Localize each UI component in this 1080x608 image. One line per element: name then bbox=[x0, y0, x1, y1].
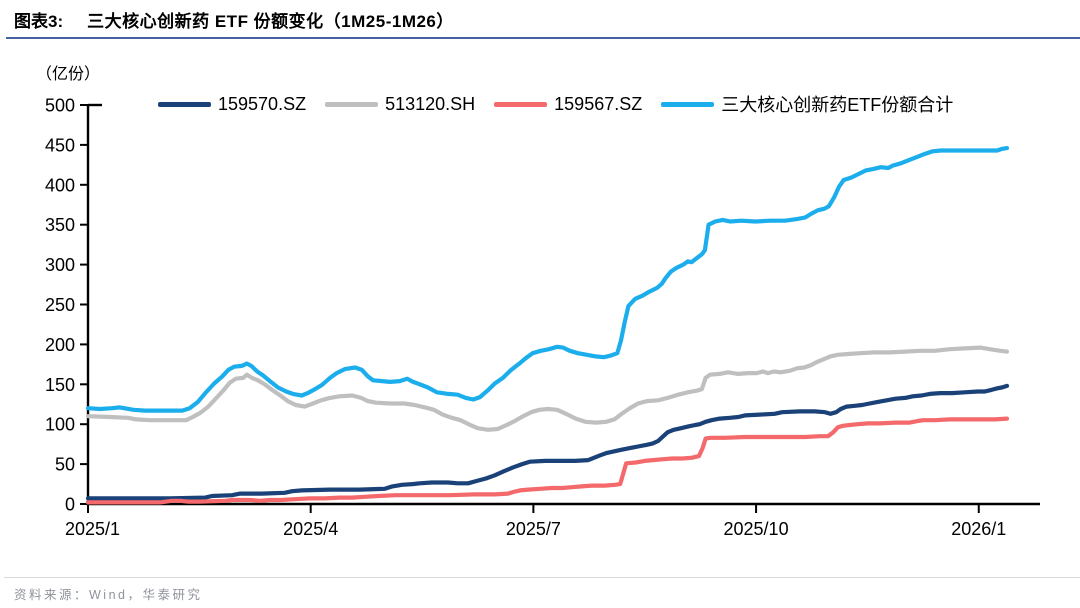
y-tick-label: 300 bbox=[45, 255, 75, 275]
legend-label: 159570.SZ bbox=[218, 93, 307, 114]
y-tick-label: 0 bbox=[65, 495, 75, 515]
figure-number: 图表3: bbox=[14, 12, 64, 31]
x-tick-label: 2025/7 bbox=[506, 519, 561, 539]
legend-label: 三大核心创新药ETF份额合计 bbox=[721, 95, 954, 115]
x-tick-label: 2025/1 bbox=[65, 519, 120, 539]
chart-legend: 159570.SZ 513120.SH 159567.SZ 三大核心创新药ETF… bbox=[158, 91, 953, 117]
y-tick-label: 400 bbox=[45, 175, 75, 195]
y-tick-label: 350 bbox=[45, 215, 75, 235]
legend-label: 513120.SH bbox=[385, 93, 476, 114]
legend-line-swatch bbox=[158, 101, 211, 107]
y-axis-unit-label: （亿份） bbox=[36, 66, 101, 83]
legend-label: 159567.SZ bbox=[554, 93, 643, 114]
legend-line-swatch bbox=[494, 101, 548, 107]
y-tick-label: 250 bbox=[45, 295, 75, 315]
legend-item-159570: 159570.SZ bbox=[158, 94, 306, 115]
figure-title: 三大核心创新药 ETF 份额变化（1M25-1M26） bbox=[87, 12, 454, 31]
legend-line-swatch bbox=[325, 101, 379, 107]
y-tick-label: 200 bbox=[45, 335, 75, 355]
x-tick-label: 2025/4 bbox=[283, 519, 338, 539]
y-tick-label: 100 bbox=[45, 415, 75, 435]
y-tick-label: 50 bbox=[55, 455, 75, 475]
x-tick-label: 2025/10 bbox=[724, 519, 789, 539]
legend-item-513120: 513120.SH bbox=[325, 94, 475, 115]
y-tick-label: 500 bbox=[45, 96, 75, 116]
legend-line-swatch bbox=[661, 101, 715, 107]
series-line-三大核心创新药ETF份额合计 bbox=[85, 146, 1010, 413]
chart-area: （亿份） 0 50 100 150 200 250 300 350 400 450 500 2025/… bbox=[36, 66, 1040, 539]
y-tick-label: 450 bbox=[45, 135, 75, 155]
legend-item-total: 三大核心创新药ETF份额合计 bbox=[661, 91, 953, 117]
figure-header: 图表3: 三大核心创新药 ETF 份额变化（1M25-1M26） bbox=[6, 0, 1080, 39]
series-line-513120.SH bbox=[85, 345, 1010, 432]
series-line-159567.SZ bbox=[85, 416, 1010, 505]
x-tick-label: 2026/1 bbox=[951, 519, 1006, 539]
source-note: 资料来源：Wind，华泰研究 bbox=[14, 588, 203, 602]
figure-footer: 资料来源：Wind，华泰研究 bbox=[4, 577, 1080, 603]
line-chart-svg: 0 50 100 150 200 250 300 350 400 450 500 2025/1 2025… bbox=[45, 96, 1040, 539]
legend-item-159567: 159567.SZ bbox=[494, 94, 642, 115]
series-line-159570.SZ bbox=[85, 383, 1010, 501]
y-tick-label: 150 bbox=[45, 375, 75, 395]
